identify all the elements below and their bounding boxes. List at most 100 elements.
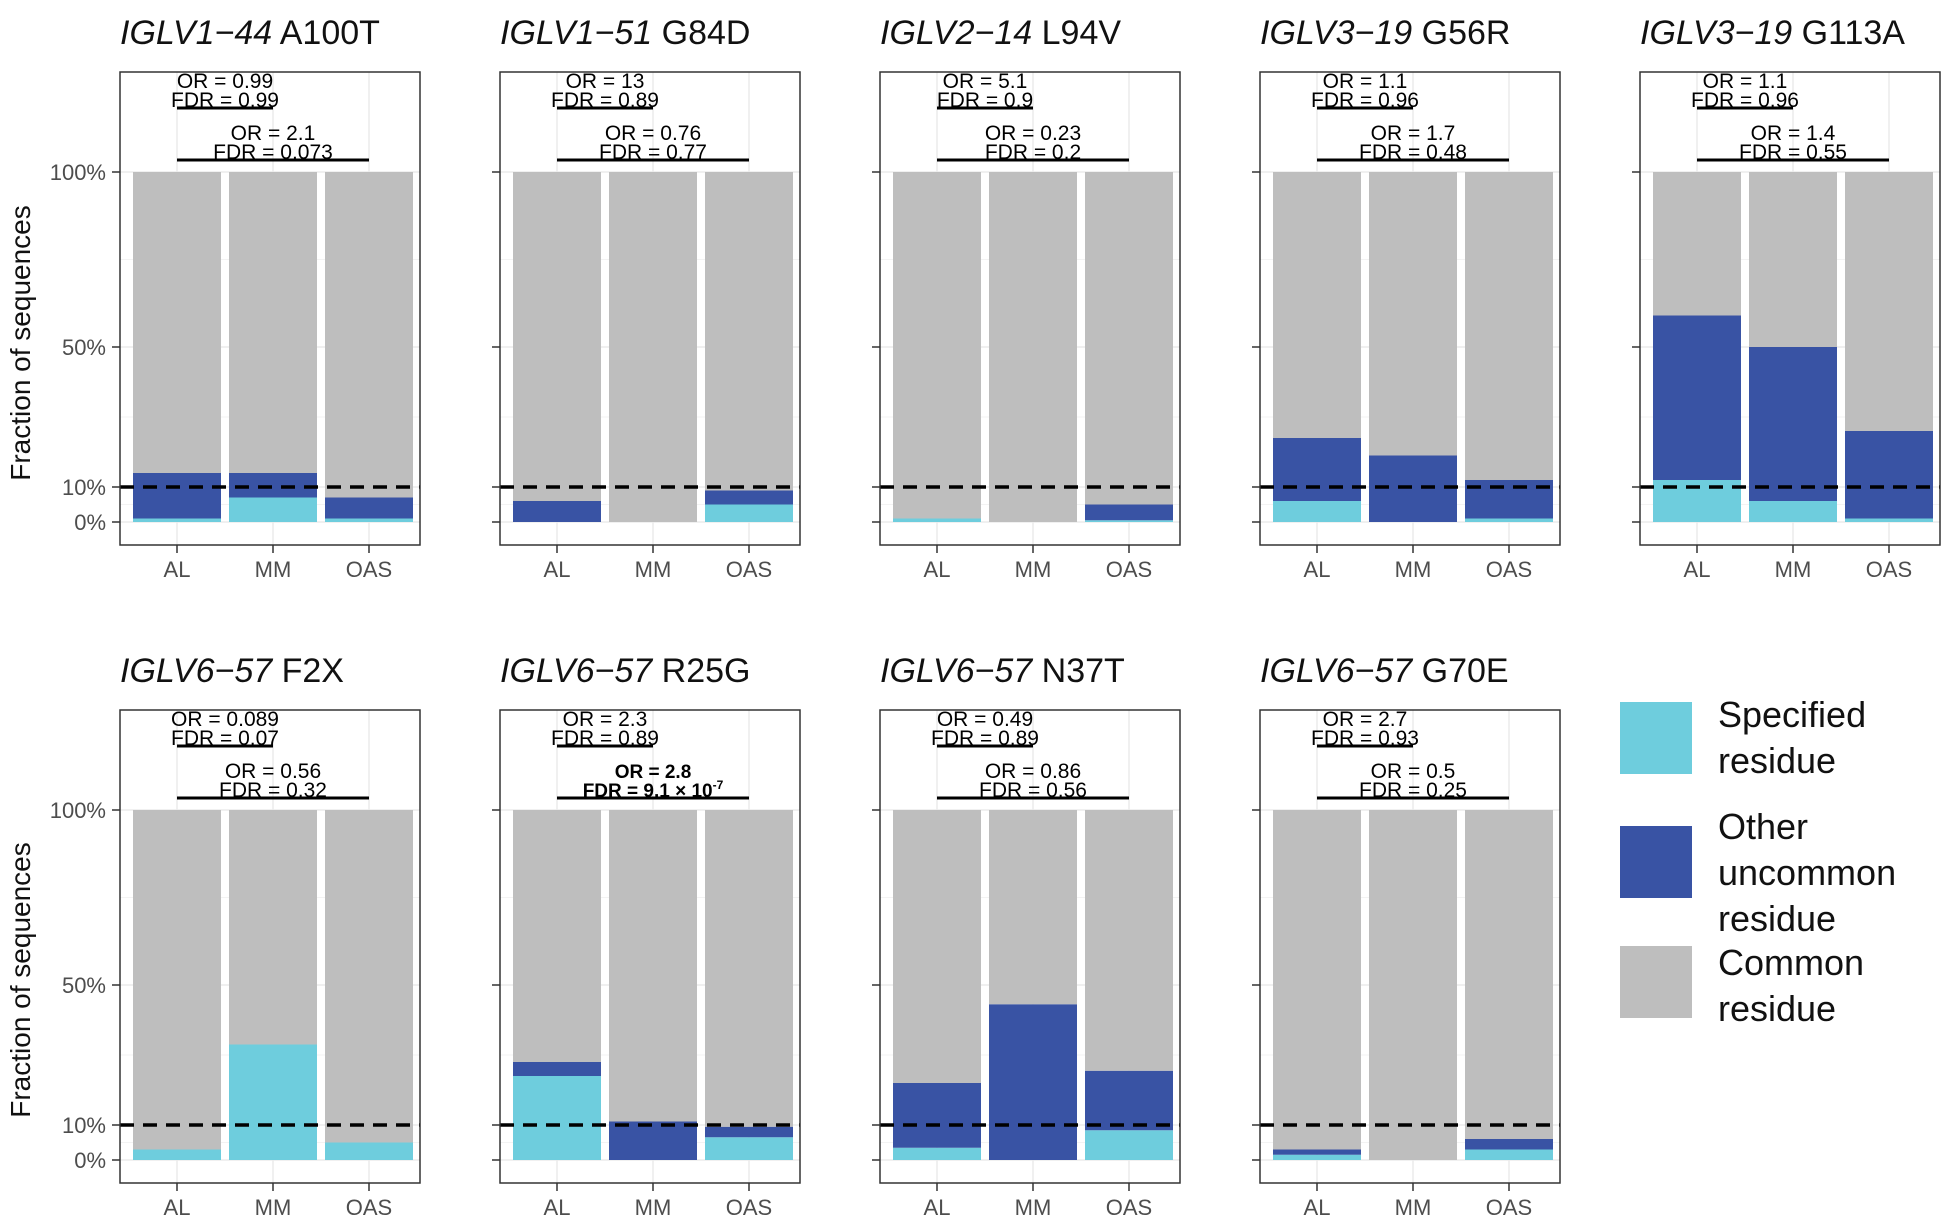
- panel-title-mutation: G84D: [652, 14, 750, 52]
- panel-border: [879, 709, 1181, 1184]
- comparison-or-2: OR = 2.1: [231, 122, 316, 145]
- comparison-or-1: OR = 0.089: [171, 708, 279, 731]
- legend-swatch-common: [1620, 946, 1692, 1018]
- bar-al-other: [513, 501, 601, 522]
- comparison-fdr-2: FDR = 0.55: [1739, 141, 1847, 164]
- comparison-fdr-2: FDR = 0.56: [979, 779, 1087, 802]
- x-tick-label-al: AL: [1304, 557, 1331, 582]
- bar-al-common: [513, 172, 601, 501]
- x-tick-label-al: AL: [1684, 557, 1711, 582]
- panel-title-gene: IGLV6−57: [1260, 652, 1413, 690]
- bar-al-specified: [1273, 1154, 1361, 1160]
- bar-oas-common: [325, 172, 413, 498]
- panel-title-gene: IGLV1−51: [500, 14, 652, 52]
- panel-title-mutation: G56R: [1412, 14, 1510, 52]
- legend-item-other: Other uncommon residue: [1620, 806, 1940, 960]
- bar-oas-specified: [1465, 1149, 1553, 1160]
- comparison-or-1: OR = 0.99: [177, 70, 273, 93]
- comparison-fdr-2: FDR = 0.77: [599, 141, 707, 164]
- comparison-or-1: OR = 1.1: [1323, 70, 1408, 93]
- comparison-fdr-1: FDR = 0.93: [1311, 727, 1419, 750]
- comparison-fdr-value-1: FDR = 0.96: [1311, 89, 1419, 112]
- y-tick-label-50: 50%: [62, 335, 106, 360]
- bar-al-common: [1273, 172, 1361, 438]
- bar-al-specified: [893, 1147, 981, 1160]
- x-tick-label-oas: OAS: [346, 557, 392, 582]
- panel-border: [1259, 71, 1561, 546]
- comparison-fdr-1: FDR = 0.89: [931, 727, 1039, 750]
- bar-oas-specified: [1085, 1130, 1173, 1160]
- comparison-or-2: OR = 2.8: [615, 762, 692, 783]
- y-tick-label-0: 0%: [74, 510, 106, 535]
- x-tick-label-oas: OAS: [1106, 557, 1152, 582]
- panel-title-mutation: F2X: [272, 652, 344, 690]
- comparison-fdr-value-1: FDR = 0.9: [937, 89, 1033, 112]
- bar-al-specified: [1273, 501, 1361, 522]
- panel-title-mutation: N37T: [1032, 652, 1125, 690]
- bar-oas-common: [325, 810, 413, 1143]
- comparison-fdr-value-1: FDR = 0.89: [551, 89, 659, 112]
- bar-oas-specified: [1085, 520, 1173, 522]
- bar-mm-common: [1369, 810, 1457, 1160]
- panel-title-gene: IGLV6−57: [120, 652, 273, 690]
- bar-oas-specified: [325, 1142, 413, 1160]
- comparison-fdr-value-1: FDR = 0.07: [171, 727, 279, 750]
- bar-mm-other: [1749, 347, 1837, 501]
- legend-swatch-other: [1620, 826, 1692, 898]
- bar-oas-other: [1465, 1139, 1553, 1150]
- bar-oas-specified: [705, 1137, 793, 1160]
- bar-oas-specified: [1465, 518, 1553, 522]
- panel-title-gene: IGLV3−19: [1640, 14, 1792, 52]
- bar-al-common: [133, 172, 221, 473]
- bar-mm-common: [229, 172, 317, 473]
- panel-border: [119, 71, 421, 546]
- bar-oas-common: [705, 172, 793, 491]
- bar-al-other: [1653, 315, 1741, 480]
- comparison-or-2: OR = 0.86: [985, 760, 1081, 783]
- comparison-fdr-2: FDR = 0.25: [1359, 779, 1467, 802]
- comparison-fdr-2: FDR = 0.073: [213, 141, 333, 164]
- panel-border: [1639, 71, 1941, 546]
- bar-oas-other: [1085, 504, 1173, 521]
- bar-mm-common: [1369, 172, 1457, 456]
- panel-title-gene: IGLV2−14: [880, 14, 1032, 52]
- comparison-fdr-1: FDR = 0.96: [1311, 89, 1419, 112]
- legend-label-specified: Specified residue: [1718, 694, 1867, 781]
- comparison-fdr-exponent-2: -7: [713, 778, 724, 792]
- comparison-fdr-1: FDR = 0.07: [171, 727, 279, 750]
- x-tick-label-al: AL: [1304, 1195, 1331, 1220]
- bar-oas-common: [1465, 810, 1553, 1139]
- panel-title: IGLV6−57 R25G: [500, 652, 750, 690]
- comparison-fdr-value-2: FDR = 0.32: [219, 779, 327, 802]
- x-tick-label-al: AL: [544, 557, 571, 582]
- comparison-fdr-value-2: FDR = 9.1 × 10: [583, 781, 713, 802]
- bar-oas-common: [1085, 172, 1173, 505]
- x-tick-label-mm: MM: [1395, 557, 1432, 582]
- comparison-fdr-value-1: FDR = 0.89: [931, 727, 1039, 750]
- x-tick-label-al: AL: [164, 1195, 191, 1220]
- panel-border: [879, 71, 1181, 546]
- comparison-fdr-2: FDR = 0.48: [1359, 141, 1467, 164]
- panel-title-gene: IGLV6−57: [880, 652, 1033, 690]
- comparison-or-2: OR = 0.76: [605, 122, 701, 145]
- comparison-fdr-value-2: FDR = 0.25: [1359, 779, 1467, 802]
- x-tick-label-mm: MM: [255, 557, 292, 582]
- bar-oas-other: [1085, 1070, 1173, 1131]
- bar-mm-specified: [229, 1044, 317, 1160]
- panel-title-mutation: R25G: [652, 652, 750, 690]
- bar-al-other: [893, 1083, 981, 1148]
- panel-title-gene: IGLV6−57: [500, 652, 653, 690]
- comparison-fdr-1: FDR = 0.89: [551, 727, 659, 750]
- bar-mm-common: [229, 810, 317, 1045]
- comparison-fdr-value-1: FDR = 0.93: [1311, 727, 1419, 750]
- comparison-fdr-value-2: FDR = 0.2: [985, 141, 1081, 164]
- x-tick-label-oas: OAS: [726, 1195, 772, 1220]
- bar-al-common: [1273, 810, 1361, 1150]
- panel-title-mutation: G70E: [1412, 652, 1508, 690]
- comparison-or-2: OR = 1.4: [1751, 122, 1836, 145]
- bar-oas-other: [325, 497, 413, 519]
- bar-al-specified: [893, 518, 981, 522]
- y-axis-label-top: Fraction of sequences: [5, 205, 36, 481]
- panel-title-mutation: L94V: [1032, 14, 1121, 52]
